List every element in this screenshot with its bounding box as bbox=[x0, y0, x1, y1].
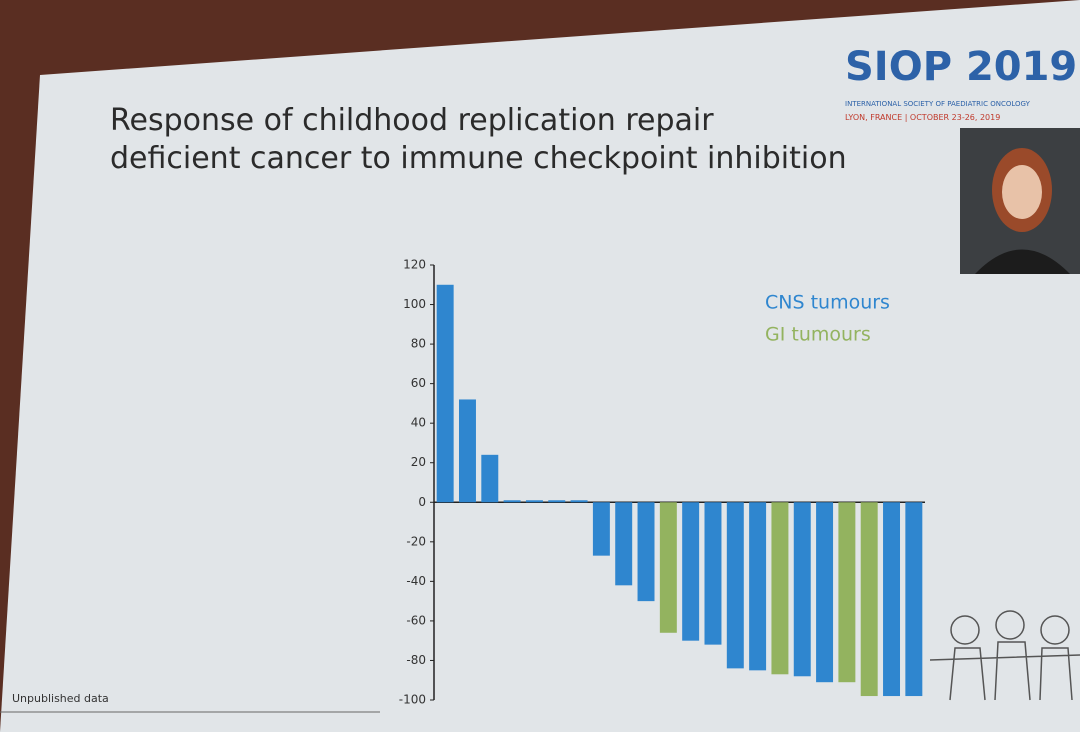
bar bbox=[771, 502, 789, 675]
bar bbox=[682, 502, 700, 641]
bar bbox=[570, 500, 588, 503]
y-tick-label: -40 bbox=[406, 574, 426, 588]
y-tick-label: -60 bbox=[406, 613, 426, 627]
bar bbox=[481, 454, 499, 503]
photo-face bbox=[1002, 165, 1042, 219]
y-tick-label: 60 bbox=[411, 376, 426, 390]
bar bbox=[793, 502, 811, 677]
bar bbox=[615, 502, 633, 586]
location-text: LYON, FRANCE | OCTOBER 23-26, 2019 bbox=[845, 113, 1000, 122]
bar bbox=[838, 502, 856, 683]
society-text: INTERNATIONAL SOCIETY OF PAEDIATRIC ONCO… bbox=[845, 100, 1031, 108]
bar bbox=[860, 502, 878, 697]
bar bbox=[704, 502, 722, 645]
kids-drawing bbox=[929, 610, 1080, 701]
kid-head bbox=[950, 615, 980, 645]
kid-bodies bbox=[929, 641, 1080, 701]
bar bbox=[905, 502, 923, 697]
y-tick-label: 20 bbox=[411, 455, 426, 469]
bar bbox=[548, 500, 566, 503]
speaker-photo bbox=[960, 128, 1080, 274]
logo: SIOP 2019 INTERNATIONAL SOCIETY OF PAEDI… bbox=[845, 44, 1077, 122]
bar bbox=[816, 502, 834, 683]
footnote: Unpublished data bbox=[12, 692, 109, 705]
y-tick-label: 100 bbox=[403, 297, 426, 311]
bar bbox=[726, 502, 744, 669]
photo-body bbox=[975, 249, 1070, 274]
bar bbox=[749, 502, 767, 671]
bar bbox=[637, 502, 655, 602]
y-tick-label: 120 bbox=[403, 258, 426, 272]
bar bbox=[659, 502, 677, 633]
legend-entry: GI tumours bbox=[765, 324, 871, 346]
bar bbox=[436, 284, 454, 503]
kid-head bbox=[995, 610, 1025, 640]
y-tick-label: -20 bbox=[406, 534, 426, 548]
bar bbox=[525, 500, 543, 503]
y-tick-label: 0 bbox=[418, 495, 426, 509]
chart: -100 -80 -60 -40 -20 0 20 40 60 80 100 120 CNS tumou… bbox=[399, 258, 925, 707]
y-tick-label: 80 bbox=[411, 337, 426, 351]
logo-text: SIOP 2019 bbox=[845, 44, 1077, 90]
bar bbox=[503, 500, 521, 503]
bar bbox=[592, 502, 610, 556]
kid-head bbox=[1040, 615, 1070, 645]
y-tick-label: -80 bbox=[406, 653, 426, 667]
chart-title: Response of childhood replication repair… bbox=[110, 103, 847, 176]
legend-entry: CNS tumours bbox=[765, 292, 890, 314]
bar bbox=[883, 502, 901, 697]
bar bbox=[458, 399, 476, 503]
y-tick-label: 40 bbox=[411, 416, 426, 430]
y-tick-label: -100 bbox=[399, 693, 426, 707]
